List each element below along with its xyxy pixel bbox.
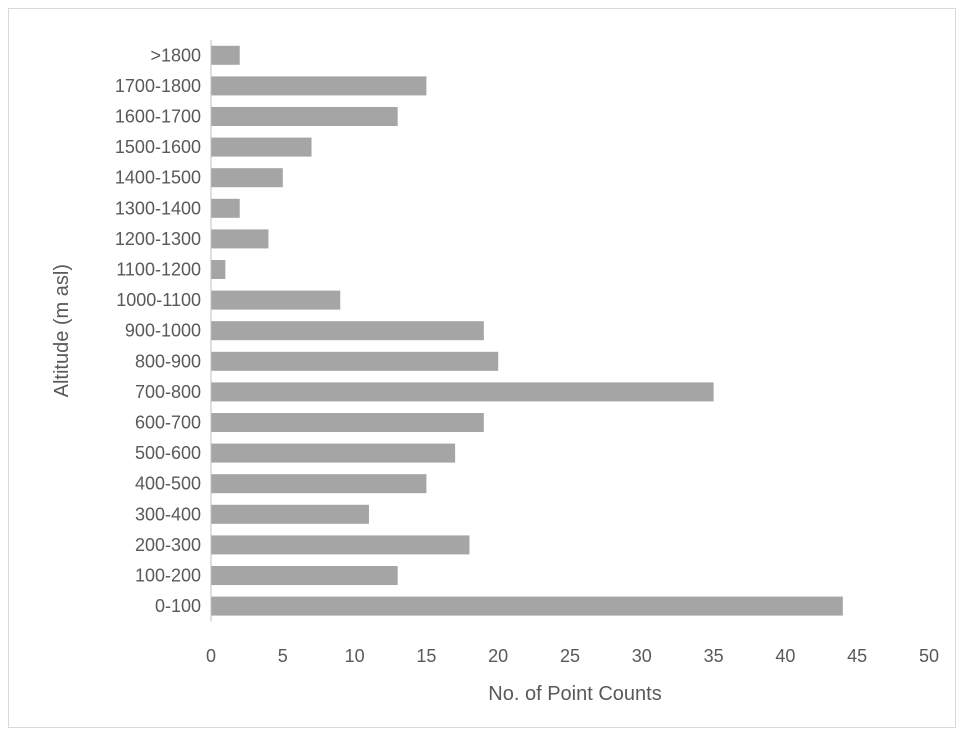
x-tick-label: 0 <box>206 646 216 666</box>
bar-1700-1800 <box>211 76 427 96</box>
x-tick-label: 25 <box>560 646 580 666</box>
y-tick-label: 1700-1800 <box>115 76 201 96</box>
bar-1100-1200 <box>211 260 226 279</box>
y-tick-label: 1200-1300 <box>115 229 201 249</box>
y-tick-label: 1000-1100 <box>116 290 201 310</box>
y-tick-label: 200-300 <box>135 535 201 555</box>
x-tick-label: 30 <box>632 646 652 666</box>
y-tick-label: 400-500 <box>135 474 201 494</box>
x-tick-label: 35 <box>704 646 724 666</box>
bar-700-800 <box>211 382 714 402</box>
x-tick-label: 20 <box>488 646 508 666</box>
y-tick-label: 900-1000 <box>125 321 201 341</box>
bar-0-100 <box>211 596 843 616</box>
x-tick-label: 5 <box>278 646 288 666</box>
x-tick-label: 15 <box>416 646 436 666</box>
x-tick-labels: 0 5 10 15 20 25 30 35 40 45 50 <box>206 646 939 666</box>
y-tick-label: 1400-1500 <box>115 168 201 188</box>
bar-1200-1300 <box>211 229 269 249</box>
bar-400-500 <box>211 474 427 494</box>
y-tick-label: 500-600 <box>135 443 201 463</box>
bar-600-700 <box>211 413 484 432</box>
y-tick-labels: 0-100 100-200 200-300 300-400 400-500 500-600… <box>115 45 201 616</box>
bar-1500-1600 <box>211 137 312 157</box>
bar-300-400 <box>211 504 369 524</box>
y-tick-label: >1800 <box>150 45 201 65</box>
y-tick-label: 700-800 <box>135 382 201 402</box>
y-axis-title: Altitude (m asl) <box>51 264 73 397</box>
y-tick-label: 800-900 <box>135 351 201 371</box>
bar-1400-1500 <box>211 168 283 188</box>
x-tick-label: 50 <box>919 646 939 666</box>
y-tick-label: 600-700 <box>135 413 201 433</box>
bar-1300-1400 <box>211 198 240 218</box>
y-tick-label: 1300-1400 <box>115 198 201 218</box>
y-tick-label: 1100-1200 <box>116 260 201 280</box>
x-axis-title: No. of Point Counts <box>488 683 661 705</box>
bar-200-300 <box>211 535 470 555</box>
y-tick-label: 300-400 <box>135 504 201 524</box>
bar->1800 <box>211 45 240 65</box>
bars-layer <box>211 45 843 616</box>
bar-1600-1700 <box>211 107 398 126</box>
bar-500-600 <box>211 443 456 463</box>
y-tick-label: 1500-1600 <box>115 137 201 157</box>
y-tick-label: 1600-1700 <box>115 107 201 127</box>
bar-100-200 <box>211 566 398 585</box>
y-tick-label: 0-100 <box>155 596 201 616</box>
bar-1000-1100 <box>211 290 341 310</box>
x-tick-label: 45 <box>847 646 867 666</box>
bar-900-1000 <box>211 321 484 341</box>
bar-800-900 <box>211 351 499 371</box>
x-tick-label: 40 <box>775 646 795 666</box>
y-tick-label: 100-200 <box>135 566 201 586</box>
x-tick-label: 10 <box>345 646 365 666</box>
